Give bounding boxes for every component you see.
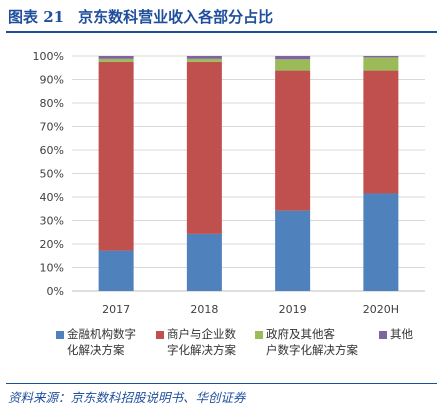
- y-tick-label: 60%: [40, 144, 64, 157]
- legend-label-financial: 金融机构数字 化解决方案: [67, 326, 136, 358]
- legend-label-merchant: 商户与企业数 字化解决方案: [167, 326, 236, 358]
- footer-divider: [6, 383, 437, 384]
- legend-item-merchant: 商户与企业数 字化解决方案: [156, 326, 236, 358]
- y-tick-label: 90%: [40, 74, 64, 87]
- bar-segment: [275, 56, 311, 60]
- bar-segment: [363, 56, 399, 58]
- chart-legend: 金融机构数字 化解决方案 商户与企业数 字化解决方案 政府及其他客 户数字化解决…: [0, 326, 443, 382]
- y-tick-label: 80%: [40, 97, 64, 110]
- source-label: 资料来源：: [8, 390, 71, 405]
- header-divider: [6, 31, 437, 33]
- legend-swatch-other: [379, 331, 387, 339]
- bar-segment: [275, 70, 311, 211]
- legend-label-merchant-line2: 字化解决方案: [167, 343, 236, 357]
- figure-title: 京东数科营业收入各部分占比: [78, 7, 274, 26]
- bar-segment: [98, 61, 134, 251]
- y-tick-label: 0%: [47, 285, 64, 298]
- figure-number: 图表 21: [8, 7, 65, 26]
- y-tick-label: 70%: [40, 121, 64, 134]
- legend-label-financial-line2: 化解决方案: [67, 343, 125, 357]
- y-tick-label: 20%: [40, 238, 64, 251]
- legend-label-financial-line1: 金融机构数字: [67, 327, 136, 341]
- legend-label-other: 其他: [390, 326, 413, 342]
- y-tick-label: 30%: [40, 215, 64, 228]
- legend-swatch-financial: [56, 331, 64, 339]
- figure-header: 图表 21 京东数科营业收入各部分占比: [8, 4, 435, 28]
- legend-swatch-government: [255, 331, 263, 339]
- bar-segment: [98, 250, 134, 291]
- legend-label-government-line1: 政府及其他客: [266, 327, 335, 341]
- legend-label-merchant-line1: 商户与企业数: [167, 327, 236, 341]
- x-tick-label: 2020H: [363, 303, 399, 316]
- x-tick-label: 2018: [190, 303, 218, 316]
- bar-segment: [186, 58, 222, 62]
- bar-segment: [363, 70, 399, 194]
- bar-segment: [186, 61, 222, 234]
- stacked-bar-chart: 0% 10% 20% 30% 40% 50% 60% 70% 80% 90% 100% 2017 201…: [33, 50, 425, 316]
- x-tick-label: 2017: [102, 303, 130, 316]
- y-tick-label: 10%: [40, 262, 64, 275]
- bar-segment: [363, 193, 399, 291]
- source-text: 京东数科招股说明书、华创证券: [70, 390, 246, 405]
- x-tick-label: 2019: [279, 303, 307, 316]
- bar-segment: [275, 59, 311, 71]
- bar-segment: [98, 58, 134, 62]
- y-tick-label: 100%: [33, 50, 64, 63]
- y-tick-label: 40%: [40, 191, 64, 204]
- bar-segment: [98, 56, 134, 59]
- legend-swatch-merchant: [156, 331, 164, 339]
- legend-label-other-line1: 其他: [390, 327, 413, 341]
- bar-segment: [186, 233, 222, 291]
- bar-segment: [186, 56, 222, 59]
- legend-item-other: 其他: [379, 326, 413, 342]
- legend-label-government: 政府及其他客 户数字化解决方案: [266, 326, 358, 358]
- bar-segment: [363, 57, 399, 71]
- y-tick-label: 50%: [40, 168, 64, 181]
- legend-item-government: 政府及其他客 户数字化解决方案: [255, 326, 358, 358]
- source-note: 资料来源： 京东数科招股说明书、华创证券: [8, 387, 246, 406]
- legend-item-financial: 金融机构数字 化解决方案: [56, 326, 136, 358]
- bar-segment: [275, 210, 311, 291]
- legend-label-government-line2: 户数字化解决方案: [266, 343, 358, 357]
